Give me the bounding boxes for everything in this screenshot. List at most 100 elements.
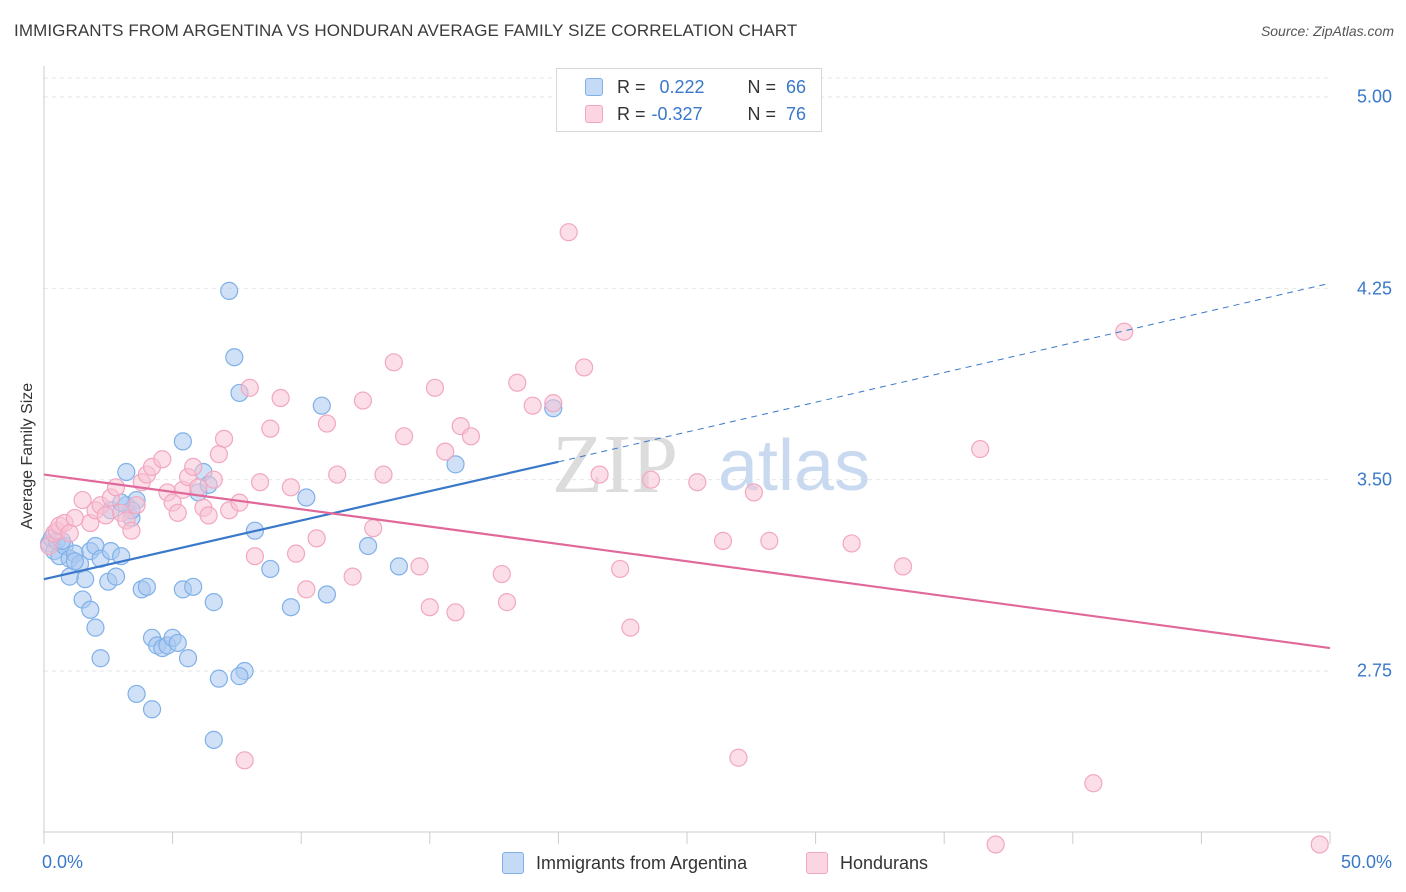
data-point [446, 455, 465, 474]
data-point [199, 506, 218, 525]
data-point [317, 414, 337, 433]
data-point [1115, 322, 1134, 341]
data-point [744, 483, 763, 502]
data-point [641, 470, 661, 489]
data-point [713, 531, 733, 550]
data-point [760, 531, 779, 550]
data-point [971, 439, 990, 459]
data-point [204, 593, 223, 612]
trend-line-argentina [43, 460, 559, 581]
data-point [245, 547, 265, 566]
data-point [286, 544, 306, 563]
data-point [1084, 774, 1103, 793]
data-point [312, 396, 331, 415]
y-tick-label: 3.50 [1356, 469, 1392, 490]
data-point [353, 391, 373, 410]
data-point [204, 470, 223, 489]
legend-swatch-blue [502, 852, 524, 874]
data-point [60, 524, 79, 543]
data-point [297, 488, 316, 507]
data-point [178, 649, 198, 668]
chart-title: IMMIGRANTS FROM ARGENTINA VS HONDURAN AV… [14, 21, 798, 40]
data-point [374, 465, 393, 484]
data-point [189, 478, 208, 497]
data-point [575, 358, 594, 377]
data-point [621, 618, 640, 637]
data-point [508, 373, 527, 392]
data-point [611, 559, 630, 579]
data-point [261, 419, 280, 438]
data-point [106, 567, 126, 586]
data-point [297, 580, 316, 599]
data-point [173, 432, 192, 451]
legend-r-label: R = [617, 76, 646, 97]
data-point [729, 748, 748, 767]
legend-n-label: N = [747, 103, 777, 124]
legend-swatch-pink [806, 852, 828, 874]
watermark-atlas: atlas [718, 426, 870, 506]
data-point [893, 557, 913, 576]
data-point [436, 442, 455, 461]
data-point [544, 394, 563, 413]
data-point [281, 598, 301, 617]
data-point [358, 536, 378, 556]
data-point [225, 348, 244, 367]
legend-n-value: 66 [786, 76, 807, 97]
legend-label-hondurans: Hondurans [840, 852, 929, 873]
data-point [106, 478, 126, 497]
data-point [168, 503, 187, 522]
data-point [117, 462, 136, 482]
data-point [389, 557, 409, 576]
data-point [410, 557, 429, 576]
data-point [590, 465, 609, 484]
data-point [184, 577, 203, 596]
legend-row-hondurans: R = -0.327 N = 76 [585, 102, 806, 126]
data-point [688, 473, 707, 492]
x-tick-label: 0.0% [42, 852, 84, 872]
data-point [271, 388, 290, 408]
bottom-legend-argentina: Immigrants from Argentina [502, 852, 747, 874]
data-point [425, 378, 445, 397]
trend-line-hondurans [43, 473, 1331, 650]
data-point [986, 835, 1005, 854]
data-point [317, 585, 337, 604]
legend-row-argentina: R = 0.222 N = 66 [585, 75, 806, 99]
data-point [96, 506, 115, 525]
data-point [86, 618, 105, 637]
data-point [235, 751, 254, 770]
data-point [204, 730, 223, 749]
data-point [492, 564, 511, 584]
data-point [127, 684, 146, 704]
data-point [523, 396, 542, 415]
data-point [65, 552, 84, 571]
y-tick-label: 2.75 [1356, 660, 1392, 681]
data-point [184, 457, 203, 477]
data-point [559, 223, 578, 242]
data-point [65, 508, 84, 528]
legend-swatch-blue [585, 78, 603, 96]
data-point [343, 567, 362, 586]
bottom-legend-hondurans: Hondurans [806, 852, 928, 874]
data-point [842, 534, 861, 553]
data-point [209, 669, 228, 688]
data-point [76, 570, 95, 589]
legend-r-value: -0.327 [651, 103, 703, 124]
data-point [230, 667, 249, 686]
legend-n-label: N = [747, 76, 777, 97]
data-point [142, 700, 162, 719]
data-point [91, 649, 110, 668]
y-tick-label: 4.25 [1356, 278, 1392, 299]
data-point [307, 529, 326, 548]
data-point [384, 353, 403, 372]
data-point [137, 577, 156, 596]
data-point [446, 603, 465, 622]
data-point [261, 559, 280, 579]
data-point [394, 427, 414, 446]
data-point [250, 473, 270, 492]
data-point [214, 429, 234, 448]
data-point [364, 519, 383, 538]
correlation-legend: R = 0.222 N = 66 R = -0.327 N = 76 [556, 68, 822, 132]
data-point [281, 478, 301, 497]
data-point [60, 567, 79, 586]
